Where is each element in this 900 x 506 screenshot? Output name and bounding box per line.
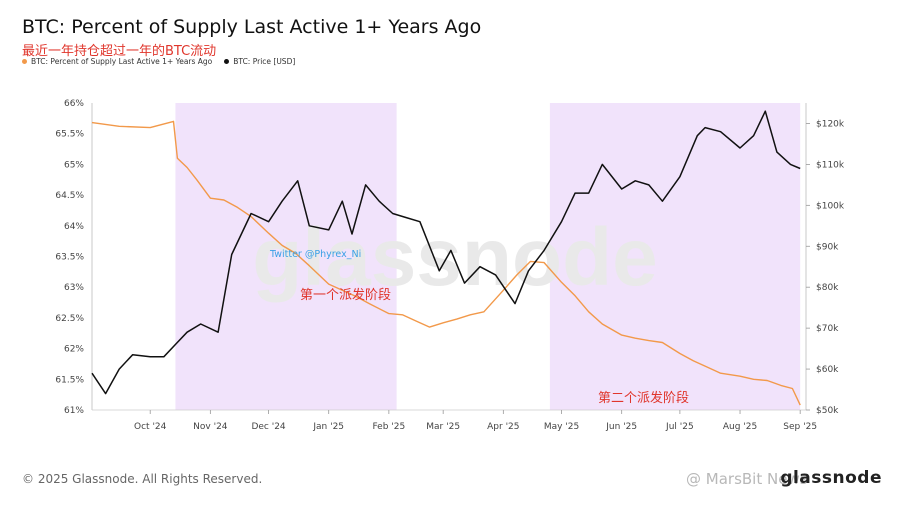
shaded-region-1 xyxy=(175,103,397,410)
y-left-tick-label: 65% xyxy=(64,160,84,170)
y-left-tick-label: 64.5% xyxy=(55,191,84,201)
legend-item-price[interactable]: BTC: Price [USD] xyxy=(224,57,295,66)
y-right-tick-label: $80k xyxy=(816,283,839,293)
copyright: © 2025 Glassnode. All Rights Reserved. xyxy=(22,472,263,486)
shaded-region-2 xyxy=(549,103,801,410)
annotation-twitter: Twitter @Phyrex_Ni xyxy=(269,249,361,260)
x-tick-label: Sep '25 xyxy=(783,422,817,432)
legend-label-price: BTC: Price [USD] xyxy=(233,57,296,66)
y-right-tick-label: $120k xyxy=(816,119,845,129)
y-left-tick-label: 61% xyxy=(64,406,84,416)
annotations: Twitter @Phyrex_Ni 第一个派发阶段 第二个派发阶段 xyxy=(269,249,689,406)
legend-item-supply[interactable]: BTC: Percent of Supply Last Active 1+ Ye… xyxy=(22,57,212,66)
series-line-price xyxy=(91,110,801,395)
annotation-phase1: 第一个派发阶段 xyxy=(300,287,391,303)
axes: 66% 65.5% 65% 64.5% 64% 63.5% 63% 62.5% 62% 61.5%… xyxy=(55,99,844,432)
y-left-tick-label: 63% xyxy=(64,283,84,293)
x-tick-label: Feb '25 xyxy=(372,422,405,432)
series-line-supply xyxy=(91,120,801,406)
x-tick-label: Dec '24 xyxy=(251,422,285,432)
x-tick-label: Aug '25 xyxy=(723,422,757,432)
y-left-tick-label: 62% xyxy=(64,345,84,355)
brand-logo: glassnode xyxy=(780,468,882,488)
x-tick-label: Jul '25 xyxy=(665,422,694,432)
y-right-tick-label: $90k xyxy=(816,242,839,252)
x-tick-label: Oct '24 xyxy=(134,422,167,432)
y-left-tick-label: 64% xyxy=(64,222,84,232)
x-tick-label: Jun '25 xyxy=(605,422,637,432)
x-tick-label: Apr '25 xyxy=(487,422,519,432)
shaded-regions xyxy=(175,103,801,410)
annotation-phase2: 第二个派发阶段 xyxy=(598,390,689,406)
social-watermark: @ MarsBit News xyxy=(686,470,808,488)
y-left-tick-label: 66% xyxy=(64,99,84,109)
y-left-tick-label: 61.5% xyxy=(55,375,84,385)
legend-dot-supply xyxy=(22,59,27,64)
legend-label-supply: BTC: Percent of Supply Last Active 1+ Ye… xyxy=(31,57,213,66)
y-right-tick-label: $60k xyxy=(816,365,839,375)
chart-subtitle: 最近一年持仓超过一年的BTC流动 xyxy=(22,44,217,59)
legend: BTC: Percent of Supply Last Active 1+ Ye… xyxy=(22,57,295,66)
series xyxy=(91,110,801,406)
glassnode-watermark: glassnode xyxy=(252,212,658,303)
y-right-tick-label: $100k xyxy=(816,201,845,211)
legend-dot-price xyxy=(224,59,230,64)
y-right-tick-label: $70k xyxy=(816,324,839,334)
y-left-tick-label: 62.5% xyxy=(55,314,84,324)
y-left-tick-label: 65.5% xyxy=(55,130,84,140)
x-tick-label: Mar '25 xyxy=(426,422,460,432)
y-left-tick-label: 63.5% xyxy=(55,253,84,263)
svg-text:glassnode: glassnode xyxy=(252,212,658,303)
x-tick-label: Nov '24 xyxy=(193,422,228,432)
chart-title: BTC: Percent of Supply Last Active 1+ Ye… xyxy=(22,16,482,38)
y-right-tick-label: $110k xyxy=(816,160,845,170)
y-right-tick-label: $50k xyxy=(816,406,839,416)
x-tick-label: Jan '25 xyxy=(312,422,344,432)
x-tick-label: May '25 xyxy=(544,422,579,432)
